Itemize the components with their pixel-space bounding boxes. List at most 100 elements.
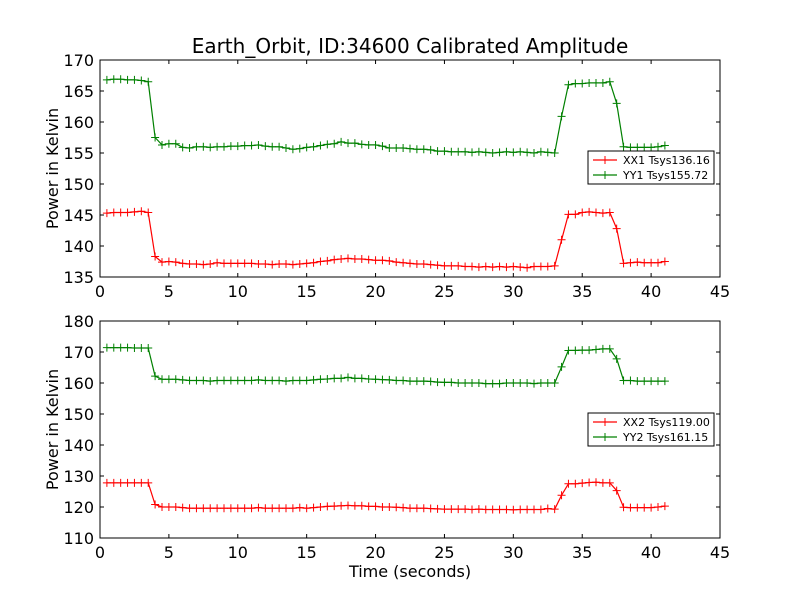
data-point (426, 145, 435, 154)
data-point (302, 259, 311, 268)
data-point (226, 142, 235, 151)
data-point (330, 374, 339, 383)
data-point (213, 258, 222, 267)
data-point (598, 478, 607, 487)
data-point (605, 478, 614, 487)
data-point (357, 140, 366, 149)
data-point (357, 501, 366, 510)
data-point (344, 254, 352, 263)
data-point (592, 208, 600, 217)
data-point (619, 376, 628, 385)
data-point (288, 260, 297, 269)
series-line-0 (106, 210, 666, 269)
data-point (571, 210, 580, 219)
data-point (654, 258, 662, 267)
data-point (302, 504, 311, 513)
data-point (578, 79, 587, 88)
data-point (516, 263, 525, 272)
data-point (185, 376, 194, 385)
data-point (406, 144, 414, 153)
data-point (151, 500, 160, 509)
data-point (254, 375, 263, 384)
data-point (385, 256, 394, 265)
data-point (412, 145, 421, 154)
data-point (660, 141, 669, 150)
data-point (530, 379, 538, 388)
data-point (254, 140, 263, 149)
y-tick-label: 120 (63, 498, 94, 517)
data-point (406, 504, 414, 513)
legend: XX1 Tsys136.16 YY1 Tsys155.72 (587, 150, 715, 185)
data-point (130, 343, 139, 352)
data-point (619, 259, 628, 268)
data-point (323, 256, 332, 265)
data-point (392, 503, 401, 512)
data-point (323, 374, 332, 383)
x-tick-label: 25 (434, 543, 454, 562)
data-point (647, 258, 656, 267)
legend-marker (601, 433, 609, 441)
data-point (488, 149, 497, 157)
data-point (523, 505, 532, 514)
data-point (254, 259, 263, 268)
data-point (612, 224, 621, 233)
data-point (192, 376, 201, 385)
data-point (199, 376, 208, 385)
data-point (502, 379, 511, 387)
data-point (144, 208, 153, 217)
data-point (605, 344, 614, 353)
data-point (598, 209, 607, 218)
data-point (564, 479, 573, 488)
data-point (137, 207, 146, 216)
data-point (206, 259, 215, 268)
data-point (592, 345, 600, 354)
data-point (550, 379, 559, 387)
y-tick-label: 160 (63, 113, 94, 132)
data-point (275, 376, 284, 385)
x-tick-label: 30 (503, 282, 523, 301)
data-point (488, 505, 497, 514)
data-point (144, 478, 153, 487)
data-point (357, 255, 366, 264)
data-point (171, 139, 180, 148)
legend-entry: YY2 Tsys161.15 (622, 431, 708, 444)
data-point (426, 504, 435, 513)
data-point (123, 343, 132, 352)
data-point (178, 259, 187, 268)
data-point (481, 148, 490, 157)
legend-box (587, 412, 715, 447)
data-point (585, 346, 594, 355)
data-point (474, 263, 483, 272)
data-point (282, 259, 290, 268)
x-axis-label: Time (seconds) (348, 562, 471, 581)
data-point (598, 78, 607, 87)
y-tick-label: 155 (63, 144, 94, 163)
data-point (474, 379, 483, 387)
data-point (261, 504, 270, 513)
data-point (495, 148, 504, 157)
data-point (447, 261, 456, 270)
data-point (337, 374, 346, 383)
data-point (288, 145, 297, 154)
data-point (109, 343, 118, 352)
data-point (447, 505, 456, 514)
data-point (626, 503, 635, 512)
data-point (536, 262, 545, 271)
data-point (385, 144, 394, 153)
data-point (130, 75, 139, 84)
data-point (447, 378, 456, 387)
data-point (647, 503, 656, 512)
data-point (323, 502, 332, 511)
data-point (240, 504, 249, 513)
series-line-1 (106, 78, 666, 154)
data-point (516, 505, 525, 514)
y-axis-label: Power in Kelvin (43, 369, 62, 490)
data-point (640, 258, 649, 267)
data-point (571, 346, 580, 355)
data-point (213, 504, 222, 513)
data-point (240, 141, 249, 150)
x-tick-label: 0 (95, 543, 105, 562)
data-point (171, 375, 180, 384)
data-point (185, 504, 194, 513)
data-point (123, 208, 132, 217)
